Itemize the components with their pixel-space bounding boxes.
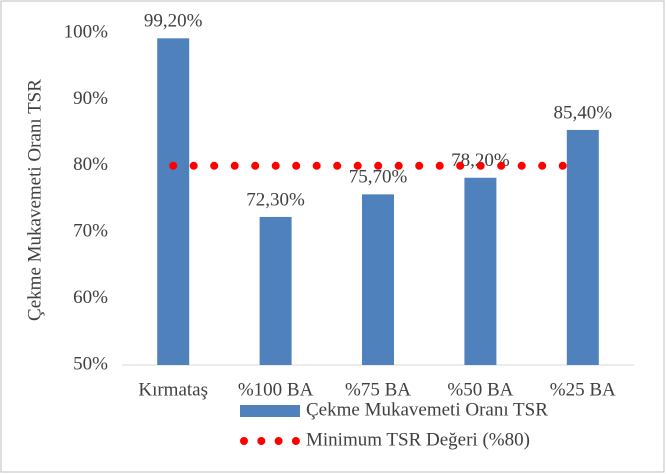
data-label: 99,20% — [144, 11, 203, 32]
data-label: 72,30% — [246, 189, 305, 210]
y-tick-label: 100% — [64, 21, 109, 42]
y-axis-label: Çekme Mukavemeti Oranı TSR — [24, 79, 45, 321]
data-label: 75,70% — [349, 167, 408, 188]
x-tick-label: %25 BA — [550, 379, 616, 400]
bar — [566, 129, 599, 365]
x-tick-label: %100 BA — [238, 379, 314, 400]
data-label: 78,20% — [451, 150, 510, 171]
y-tick-label: 70% — [73, 221, 108, 242]
legend-label: Çekme Mukavemeti Oranı TSR — [306, 399, 548, 420]
data-label: 85,40% — [554, 102, 613, 123]
legend-label: Minimum TSR Değeri (%80) — [306, 429, 530, 450]
y-tick-label: 50% — [73, 353, 108, 374]
bar — [157, 38, 190, 365]
x-tick-label: Kırmataş — [138, 379, 208, 400]
y-tick-label: 80% — [73, 154, 108, 175]
bar — [464, 177, 497, 365]
x-tick-label: %50 BA — [447, 379, 513, 400]
legend-swatch — [240, 405, 300, 417]
y-tick-label: 60% — [73, 287, 108, 308]
y-tick-label: 90% — [73, 88, 108, 109]
bar — [259, 216, 292, 365]
bar — [362, 194, 394, 365]
x-tick-label: %75 BA — [345, 379, 411, 400]
